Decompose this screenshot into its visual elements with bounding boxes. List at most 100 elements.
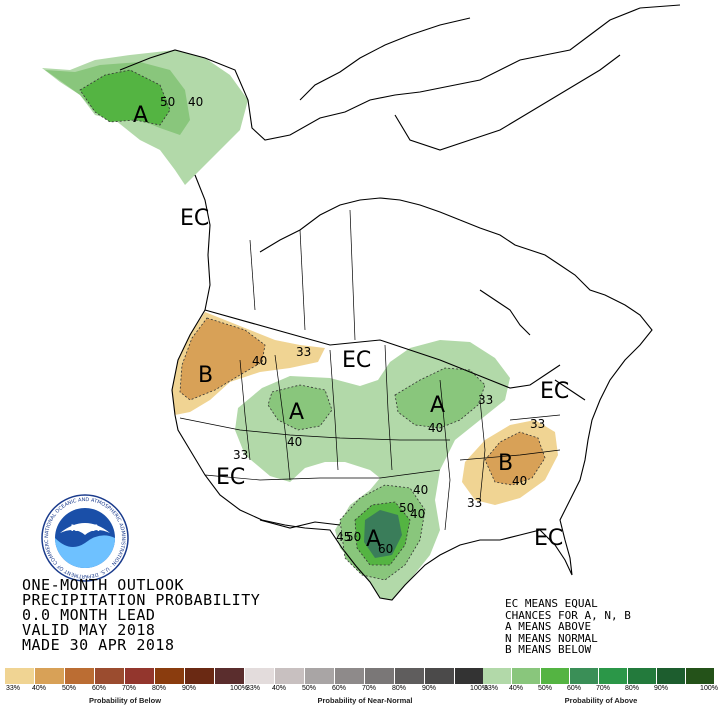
- alaska-above-50-region: [80, 70, 170, 125]
- legend-tick-label: 70%: [595, 685, 611, 692]
- legend-swatch: [335, 668, 365, 684]
- legend-tick-label: 33%: [245, 685, 261, 692]
- category-label: EC: [180, 206, 209, 231]
- legend-tick-label: 90%: [181, 685, 197, 692]
- note-line: N MEANS NORMAL: [505, 631, 598, 645]
- precipitation-outlook-map: A EC B EC A A EC B EC A EC 50 40 40 33 4…: [42, 4, 681, 601]
- legend-swatch: [35, 668, 65, 684]
- northwest-below-40-region: [180, 318, 265, 400]
- contour-label: 40: [287, 435, 302, 449]
- contour-label: 50: [346, 530, 361, 544]
- legend-normal: 33% 40% 50% 60% 70% 80% 90% 100% Probability of…: [245, 668, 488, 705]
- legend-tick-label: 60%: [91, 685, 107, 692]
- legend-swatch: [395, 668, 425, 684]
- legend-normal-swatches: [245, 668, 485, 684]
- contour-label: 33: [296, 345, 311, 359]
- title-line: ONE-MONTH OUTLOOK: [22, 576, 185, 594]
- probability-legend: 33% 40% 50% 60% 70% 80% 90% 100% Probability of…: [0, 668, 719, 707]
- category-label: B: [498, 451, 513, 476]
- legend-tick-label: 50%: [301, 685, 317, 692]
- made-date: MADE 30 APR 2018: [22, 636, 175, 654]
- legend-tick-label: 90%: [653, 685, 669, 692]
- contour-label: 33: [530, 417, 545, 431]
- title-line: PRECIPITATION PROBABILITY: [22, 591, 261, 609]
- southeast-below-40-region: [485, 432, 545, 485]
- legend-tick-label: 100%: [470, 685, 488, 692]
- contour-label: 60: [378, 542, 393, 556]
- legend-swatch: [95, 668, 125, 684]
- legend-swatch: [686, 668, 715, 684]
- legend-normal-title: Probability of Near-Normal: [317, 696, 413, 705]
- category-label: A: [366, 527, 381, 552]
- legend-tick-label: 100%: [230, 685, 248, 692]
- valid-date: VALID MAY 2018: [22, 621, 156, 639]
- legend-swatch: [305, 668, 335, 684]
- legend-swatch: [512, 668, 541, 684]
- legend-tick-label: 70%: [121, 685, 137, 692]
- texas-above-60-region: [364, 510, 402, 558]
- legend-swatch: [215, 668, 245, 684]
- contour-label: 33: [467, 496, 482, 510]
- legend-swatch: [125, 668, 155, 684]
- contour-label: 40: [413, 483, 428, 497]
- legend-below: 33% 40% 50% 60% 70% 80% 90% 100% Probability of…: [5, 668, 248, 705]
- category-label: A: [430, 393, 445, 418]
- probability-contours: [79, 69, 546, 581]
- legend-swatch: [65, 668, 95, 684]
- legend-swatch: [185, 668, 215, 684]
- legend-swatch: [155, 668, 185, 684]
- category-label: B: [198, 363, 213, 388]
- contour-label: 50: [160, 95, 175, 109]
- contour-label: 40: [428, 421, 443, 435]
- contour-label: 40: [252, 354, 267, 368]
- coastline-and-borders: [119, 4, 681, 601]
- legend-above: 33% 40% 50% 60% 70% 80% 90% 100% Probability of…: [483, 668, 719, 705]
- contour-label: 40: [512, 474, 527, 488]
- category-label: EC: [540, 379, 569, 404]
- legend-tick-label: 80%: [151, 685, 167, 692]
- category-label: A: [289, 400, 304, 425]
- legend-below-swatches: [5, 668, 245, 684]
- legend-above-ticks: 33% 40% 50% 60% 70% 80% 90% 100%: [483, 684, 719, 694]
- noaa-logo: NOAA NATIONAL OCEANIC AND ATMOSPHERIC AD…: [40, 493, 129, 582]
- legend-tick-label: 100%: [700, 685, 718, 692]
- legend-swatch: [483, 668, 512, 684]
- legend-tick-label: 60%: [331, 685, 347, 692]
- legend-tick-label: 70%: [361, 685, 377, 692]
- legend-swatch: [245, 668, 275, 684]
- category-explanation: EC MEANS EQUAL CHANCES FOR A, N, B A MEA…: [505, 598, 631, 656]
- legend-above-title: Probability of Above: [564, 696, 638, 705]
- contour-label: 33: [233, 448, 248, 462]
- legend-swatch: [275, 668, 305, 684]
- category-label: EC: [534, 526, 563, 551]
- contour-label: 45: [336, 530, 351, 544]
- contour-label: 40: [410, 507, 425, 521]
- title-line: 0.0 MONTH LEAD: [22, 606, 156, 624]
- category-label: A: [133, 103, 148, 128]
- legend-swatch: [657, 668, 686, 684]
- legend-swatch: [628, 668, 657, 684]
- legend-above-swatches: [483, 668, 719, 684]
- legend-tick-label: 50%: [537, 685, 553, 692]
- note-line: EC MEANS EQUAL: [505, 597, 598, 610]
- legend-tick-label: 40%: [508, 685, 524, 692]
- outlook-title-block: ONE-MONTH OUTLOOK PRECIPITATION PROBABIL…: [22, 578, 260, 653]
- greatlakes-above-40-region: [395, 368, 485, 428]
- legend-swatch: [599, 668, 628, 684]
- note-line: B MEANS BELOW: [505, 643, 592, 656]
- legend-swatch: [541, 668, 570, 684]
- legend-swatch: [455, 668, 485, 684]
- legend-tick-label: 80%: [624, 685, 640, 692]
- legend-below-ticks: 33% 40% 50% 60% 70% 80% 90% 100%: [5, 684, 248, 694]
- note-line: A MEANS ABOVE: [505, 620, 592, 633]
- legend-normal-ticks: 33% 40% 50% 60% 70% 80% 90% 100%: [245, 684, 488, 694]
- category-label: EC: [342, 348, 371, 373]
- legend-below-title: Probability of Below: [88, 696, 162, 705]
- noaa-logo-text: NOAA: [71, 524, 100, 534]
- legend-tick-label: 50%: [61, 685, 77, 692]
- contour-label: 40: [188, 95, 203, 109]
- legend-tick-label: 33%: [483, 685, 499, 692]
- legend-tick-label: 60%: [566, 685, 582, 692]
- legend-tick-label: 40%: [271, 685, 287, 692]
- legend-swatch: [570, 668, 599, 684]
